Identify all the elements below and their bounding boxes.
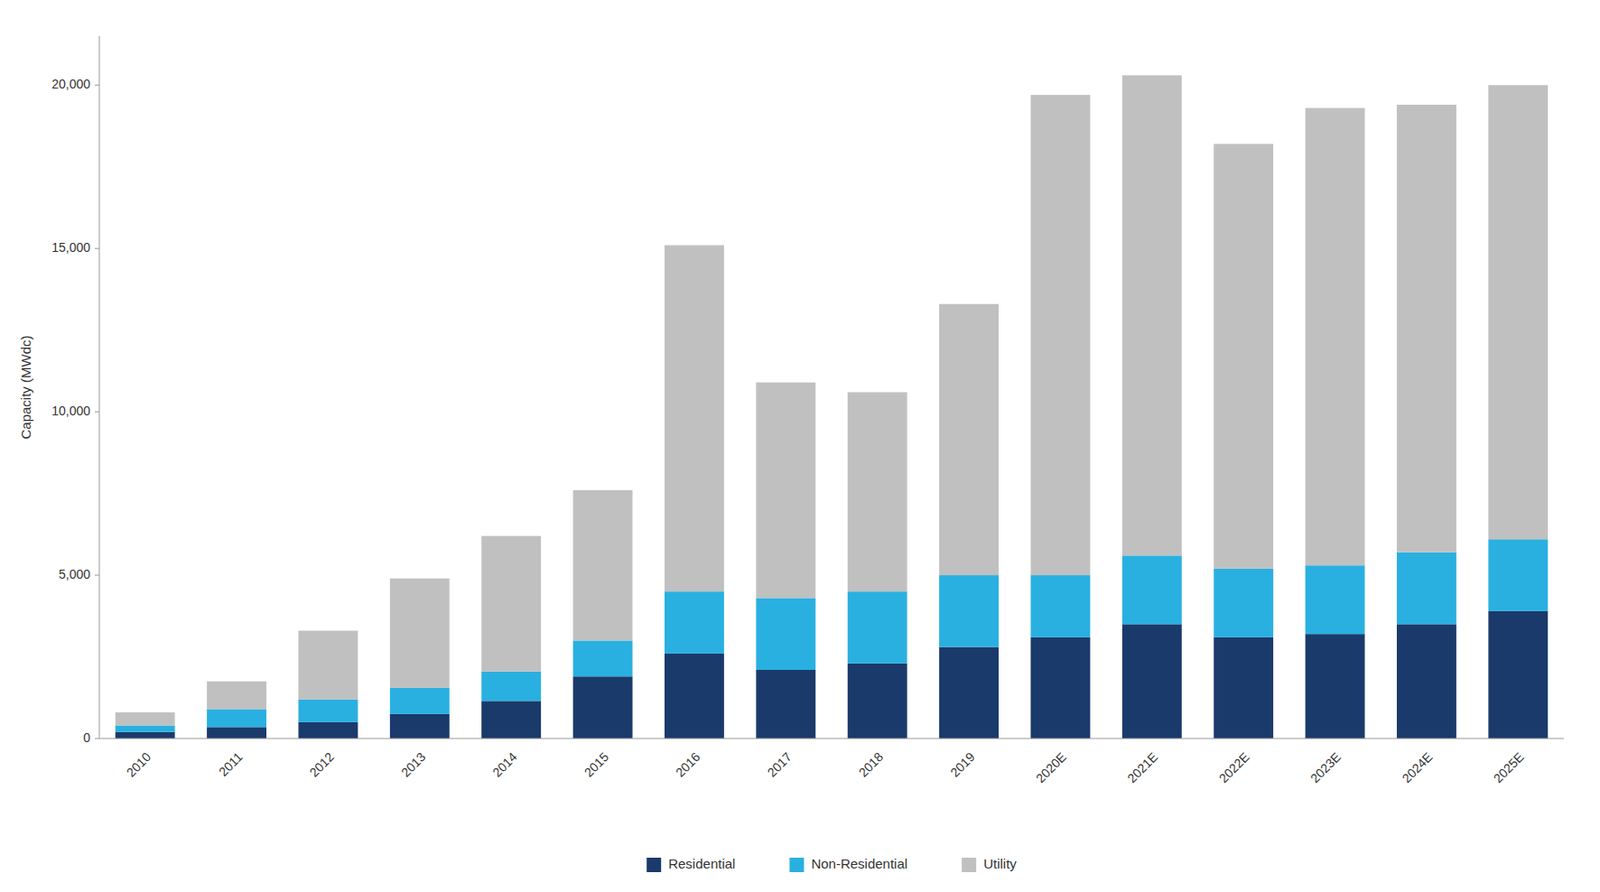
bar-segment [1030, 575, 1090, 638]
x-axis-line [99, 738, 1564, 740]
x-tick-label: 2012 [306, 749, 337, 780]
x-tick-label: 2016 [672, 749, 703, 780]
bar-segment [481, 700, 541, 739]
bar-segment [664, 653, 725, 739]
y-tick-label: 15,000 [51, 240, 91, 255]
bar-segment [755, 669, 816, 739]
legend-label: Utility [983, 855, 1017, 872]
y-tick [94, 738, 100, 740]
bar-segment [664, 591, 725, 654]
x-tick-label: 2025E [1490, 749, 1527, 786]
bar-segment [1488, 539, 1548, 612]
x-tick-label: 2014 [489, 749, 520, 780]
y-tick [94, 248, 100, 250]
legend-swatch [646, 857, 661, 873]
x-tick-label: 2013 [398, 749, 428, 780]
bar-segment [297, 699, 358, 723]
y-tick-label: 5,000 [58, 567, 91, 582]
bar-segment [1213, 637, 1274, 739]
bar-segment [1213, 568, 1274, 638]
bar-segment [297, 631, 358, 700]
bar-segment [1396, 623, 1457, 739]
bar-segment [847, 591, 908, 664]
legend: Residential Non-Residential Utility [646, 855, 1017, 873]
x-tick-label: 2019 [947, 749, 977, 780]
x-tick-label: 2018 [855, 749, 886, 780]
y-tick [94, 84, 100, 86]
x-tick-label: 2017 [763, 749, 794, 780]
bar-segment [481, 671, 541, 702]
bar-segment [1122, 555, 1182, 624]
bar-segment [1488, 611, 1548, 739]
bar-segment [755, 597, 816, 670]
y-tick-label: 10,000 [51, 403, 91, 419]
x-tick-label: 2011 [215, 749, 246, 780]
bar-segment [1213, 143, 1274, 568]
y-tick [94, 411, 100, 413]
x-tick-label: 2021E [1124, 749, 1161, 786]
legend-label: Residential [668, 855, 735, 872]
bar-segment [115, 725, 176, 733]
bar-segment [1488, 84, 1548, 540]
y-axis-label: Capacity (MWdc) [18, 334, 34, 439]
bar-segment [115, 732, 176, 739]
bar-segment [206, 708, 267, 727]
y-tick [94, 575, 100, 577]
bar-segment [1030, 637, 1090, 739]
x-tick-label: 2020E [1032, 749, 1070, 786]
chart-container: 0 5,000 10,000 15,000 20,000 2010 2011 2012 2013… [0, 0, 1600, 892]
x-tick-label: 2024E [1398, 749, 1435, 786]
bar-segment [1305, 565, 1366, 634]
bar-segment [1305, 108, 1366, 567]
x-tick-label: 2022E [1216, 749, 1253, 786]
bar-segment [206, 681, 267, 710]
x-tick-label: 2010 [123, 749, 154, 780]
bar-segment [847, 391, 908, 592]
bar-segment [847, 663, 908, 739]
legend-item: Residential [646, 855, 735, 873]
bar-segment [1122, 74, 1182, 556]
y-tick-label: 20,000 [51, 76, 91, 92]
bar-segment [573, 490, 633, 641]
bar-segment [390, 578, 450, 689]
bars [115, 74, 1549, 739]
legend-swatch [961, 857, 977, 873]
bar-segment [939, 304, 999, 576]
bar-segment [664, 245, 725, 593]
bar-segment [1396, 552, 1457, 625]
bar-segment [297, 722, 358, 739]
bar-segment [1122, 623, 1182, 739]
legend-swatch [789, 857, 804, 873]
bar-segment [939, 647, 999, 739]
bar-segment [1305, 633, 1366, 739]
x-tick-label: 2023E [1307, 749, 1344, 786]
chart-svg: 0 5,000 10,000 15,000 20,000 2010 2011 2012 2013… [0, 0, 1600, 892]
y-tick-label: 0 [83, 730, 91, 745]
bar-segment [390, 714, 450, 739]
bar-segment [573, 676, 633, 739]
bar-segment [755, 382, 816, 599]
legend-item: Utility [961, 855, 1017, 873]
bar-segment [573, 640, 633, 677]
bar-segment [939, 575, 999, 648]
bar-segment [390, 688, 450, 715]
bar-segment [115, 712, 176, 726]
legend-label: Non-Residential [810, 855, 908, 872]
legend-item: Non-Residential [789, 855, 908, 873]
bar-segment [1396, 104, 1457, 553]
bar-segment [206, 726, 267, 739]
y-axis-line [99, 36, 101, 739]
bar-segment [1030, 94, 1090, 576]
x-tick-label: 2015 [581, 749, 612, 780]
bar-segment [481, 536, 541, 672]
